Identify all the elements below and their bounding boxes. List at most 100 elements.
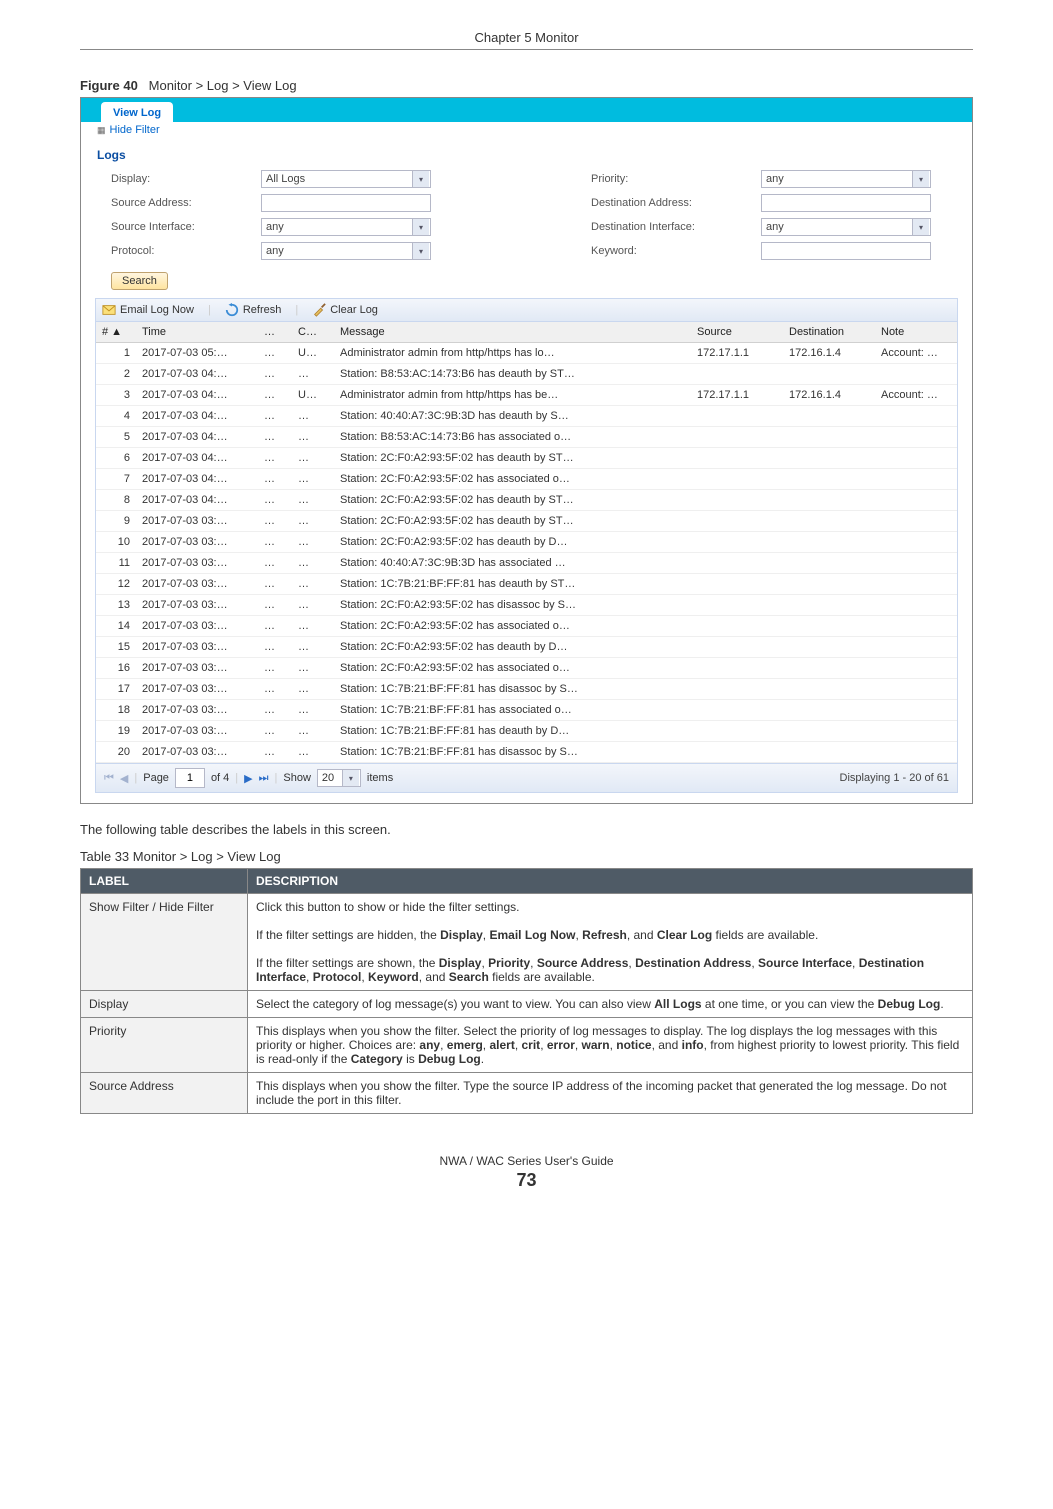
chevron-down-icon: ▾: [412, 219, 429, 235]
protocol-select[interactable]: any▾: [261, 242, 431, 260]
desc-text: This displays when you show the filter. …: [248, 1018, 973, 1073]
cell-msg: Station: 40:40:A7:3C:9B:3D has deauth by…: [334, 406, 691, 427]
page-last-icon[interactable]: ⏭: [259, 772, 269, 785]
table-row[interactable]: 62017-07-03 04:………Station: 2C:F0:A2:93:5…: [96, 448, 957, 469]
src-addr-input[interactable]: [261, 194, 431, 212]
clear-log-button[interactable]: Clear Log: [312, 303, 378, 317]
pager: ⏮ ◀ | Page of 4 | ▶ ⏭ | Show 20▾ items D…: [96, 763, 957, 792]
table-caption: Table 33 Monitor > Log > View Log: [80, 849, 973, 864]
cell-time: 2017-07-03 03:…: [136, 553, 258, 574]
table-row[interactable]: 172017-07-03 03:………Station: 1C:7B:21:BF:…: [96, 679, 957, 700]
refresh-button[interactable]: Refresh: [225, 303, 282, 317]
cell-dots: …: [258, 490, 292, 511]
cell-src: [691, 364, 783, 385]
table-row[interactable]: 202017-07-03 03:………Station: 1C:7B:21:BF:…: [96, 742, 957, 763]
cell-cat: …: [292, 532, 334, 553]
broom-icon: [312, 303, 326, 317]
table-row[interactable]: 72017-07-03 04:………Station: 2C:F0:A2:93:5…: [96, 469, 957, 490]
filter-grid: Display: All Logs▾ Priority: any▾ Source…: [81, 166, 972, 268]
cell-note: [875, 364, 957, 385]
table-row[interactable]: 152017-07-03 03:………Station: 2C:F0:A2:93:…: [96, 637, 957, 658]
cell-cat: …: [292, 721, 334, 742]
cell-src: [691, 574, 783, 595]
cell-note: [875, 595, 957, 616]
page-size-select[interactable]: 20▾: [317, 769, 361, 787]
cell-msg: Station: 1C:7B:21:BF:FF:81 has associate…: [334, 700, 691, 721]
cell-dots: …: [258, 679, 292, 700]
table-row[interactable]: 102017-07-03 03:………Station: 2C:F0:A2:93:…: [96, 532, 957, 553]
cell-dst: [783, 532, 875, 553]
cell-time: 2017-07-03 03:…: [136, 595, 258, 616]
cell-num: 3: [96, 385, 136, 406]
table-row[interactable]: 22017-07-03 04:………Station: B8:53:AC:14:7…: [96, 364, 957, 385]
tab-view-log[interactable]: View Log: [101, 102, 173, 122]
table-row[interactable]: 92017-07-03 03:………Station: 2C:F0:A2:93:5…: [96, 511, 957, 532]
cell-time: 2017-07-03 05:…: [136, 343, 258, 364]
table-row[interactable]: 82017-07-03 04:………Station: 2C:F0:A2:93:5…: [96, 490, 957, 511]
desc-col-label: LABEL: [81, 869, 248, 894]
cell-time: 2017-07-03 03:…: [136, 511, 258, 532]
col-time[interactable]: Time: [136, 322, 258, 343]
page-input[interactable]: [175, 768, 205, 788]
desc-label: Show Filter / Hide Filter: [81, 894, 248, 991]
page-prev-icon[interactable]: ◀: [120, 772, 128, 785]
search-button[interactable]: Search: [111, 272, 168, 290]
table-row[interactable]: 52017-07-03 04:………Station: B8:53:AC:14:7…: [96, 427, 957, 448]
cell-dots: …: [258, 364, 292, 385]
priority-select[interactable]: any▾: [761, 170, 931, 188]
src-if-select[interactable]: any▾: [261, 218, 431, 236]
pager-status: Displaying 1 - 20 of 61: [840, 772, 949, 784]
col-src[interactable]: Source: [691, 322, 783, 343]
table-row[interactable]: 12017-07-03 05:……U…Administrator admin f…: [96, 343, 957, 364]
log-toolbar: Email Log Now | Refresh | Clear Log: [96, 299, 957, 322]
cell-dots: …: [258, 595, 292, 616]
log-table: # ▲ Time … C… Message Source Destination…: [96, 322, 957, 763]
cell-msg: Station: 2C:F0:A2:93:5F:02 has associate…: [334, 616, 691, 637]
page-first-icon[interactable]: ⏮: [104, 772, 114, 785]
cell-note: [875, 679, 957, 700]
cell-cat: …: [292, 364, 334, 385]
dst-if-select[interactable]: any▾: [761, 218, 931, 236]
cell-note: [875, 742, 957, 763]
desc-label: Source Address: [81, 1073, 248, 1114]
table-row[interactable]: 112017-07-03 03:………Station: 40:40:A7:3C:…: [96, 553, 957, 574]
col-dst[interactable]: Destination: [783, 322, 875, 343]
col-cat[interactable]: C…: [292, 322, 334, 343]
cell-note: [875, 658, 957, 679]
log-header-row[interactable]: # ▲ Time … C… Message Source Destination…: [96, 322, 957, 343]
cell-time: 2017-07-03 03:…: [136, 742, 258, 763]
body-text: The following table describes the labels…: [80, 822, 973, 837]
col-note[interactable]: Note: [875, 322, 957, 343]
table-row[interactable]: 182017-07-03 03:………Station: 1C:7B:21:BF:…: [96, 700, 957, 721]
table-row[interactable]: 192017-07-03 03:………Station: 1C:7B:21:BF:…: [96, 721, 957, 742]
hide-filter-link[interactable]: Hide Filter: [81, 122, 972, 138]
cell-dst: [783, 427, 875, 448]
table-row[interactable]: 132017-07-03 03:………Station: 2C:F0:A2:93:…: [96, 595, 957, 616]
cell-note: [875, 616, 957, 637]
table-row[interactable]: 162017-07-03 03:………Station: 2C:F0:A2:93:…: [96, 658, 957, 679]
cell-cat: …: [292, 595, 334, 616]
cell-num: 8: [96, 490, 136, 511]
col-num[interactable]: # ▲: [96, 322, 136, 343]
dst-addr-input[interactable]: [761, 194, 931, 212]
cell-dots: …: [258, 616, 292, 637]
email-log-button[interactable]: Email Log Now: [102, 303, 194, 317]
cell-dst: [783, 553, 875, 574]
cell-num: 10: [96, 532, 136, 553]
table-row[interactable]: 122017-07-03 03:………Station: 1C:7B:21:BF:…: [96, 574, 957, 595]
page-next-icon[interactable]: ▶: [244, 772, 252, 785]
cell-note: [875, 532, 957, 553]
col-dots[interactable]: …: [258, 322, 292, 343]
screenshot-view-log: View Log Hide Filter Logs Display: All L…: [80, 97, 973, 804]
table-row[interactable]: 42017-07-03 04:………Station: 40:40:A7:3C:9…: [96, 406, 957, 427]
col-msg[interactable]: Message: [334, 322, 691, 343]
cell-note: Account: …: [875, 385, 957, 406]
cell-num: 13: [96, 595, 136, 616]
keyword-input[interactable]: [761, 242, 931, 260]
cell-src: [691, 427, 783, 448]
table-row[interactable]: 32017-07-03 04:……U…Administrator admin f…: [96, 385, 957, 406]
table-row[interactable]: 142017-07-03 03:………Station: 2C:F0:A2:93:…: [96, 616, 957, 637]
display-select[interactable]: All Logs▾: [261, 170, 431, 188]
footer-guide: NWA / WAC Series User's Guide: [80, 1154, 973, 1168]
cell-cat: …: [292, 616, 334, 637]
